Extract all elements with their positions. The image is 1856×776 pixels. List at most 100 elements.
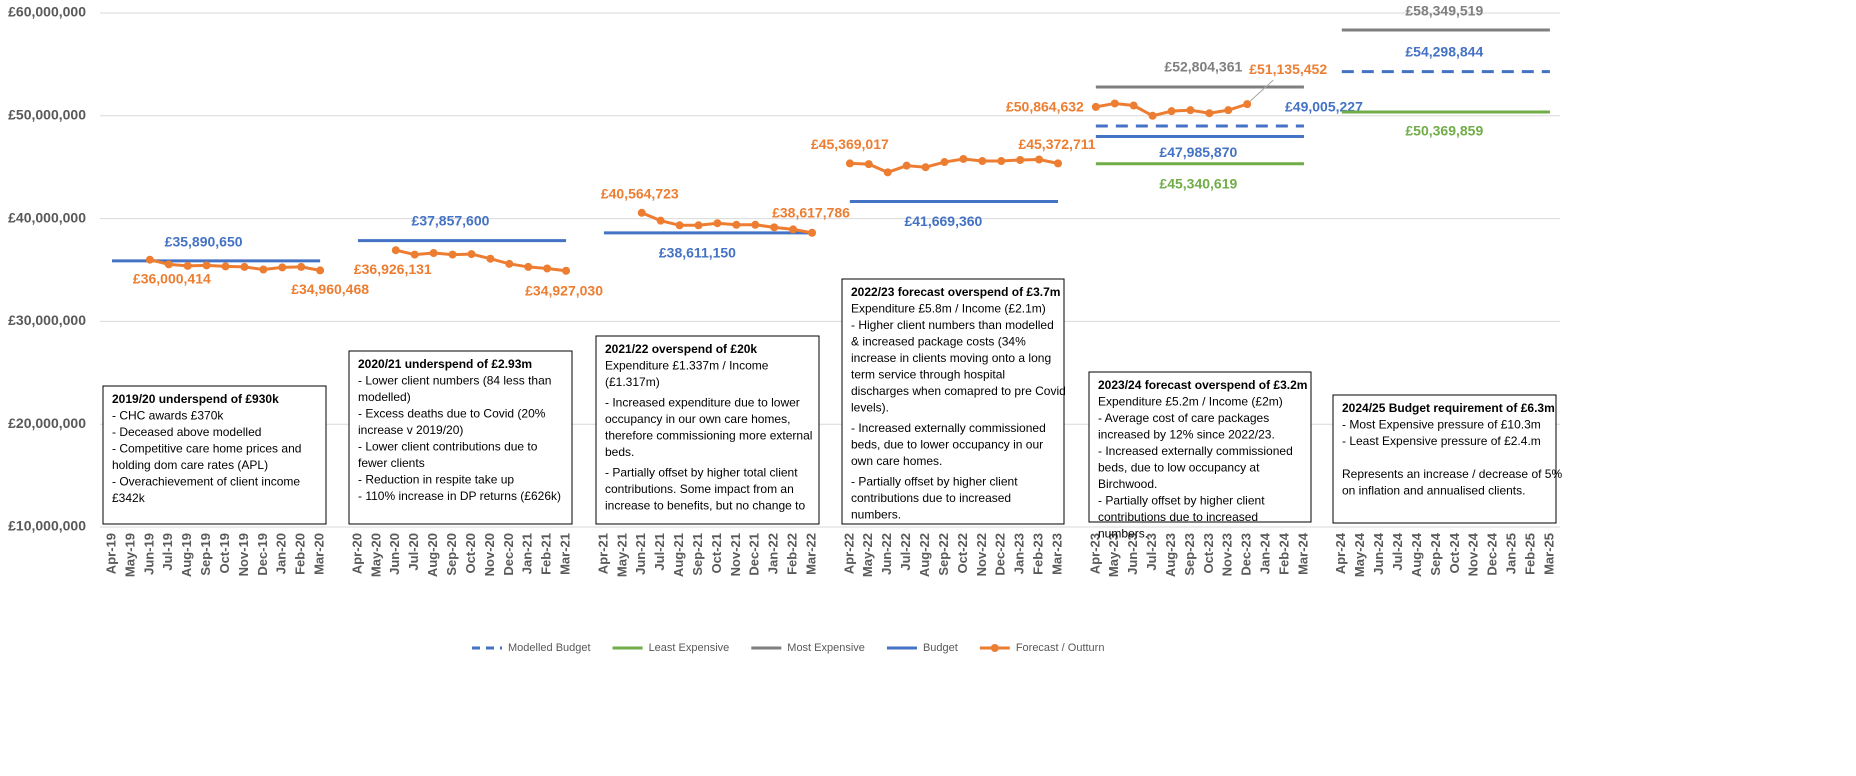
data-point	[675, 221, 684, 230]
legend-label: Budget	[923, 642, 958, 654]
data-point	[562, 266, 571, 275]
annotation-line: - Least Expensive pressure of £2.4.m	[1342, 434, 1541, 448]
data-point	[448, 250, 457, 259]
annotation-line: own care homes.	[851, 454, 942, 468]
data-point	[959, 154, 968, 163]
data-point	[505, 259, 514, 268]
annotation-line: increase to benefits, but no change to	[605, 499, 805, 513]
annotation-line: therefore commissioning more external	[605, 429, 812, 443]
x-tick-label: Apr-22	[841, 533, 856, 574]
x-tick-label: Mar-23	[1049, 533, 1064, 575]
annotation-line: (£1.317m)	[605, 375, 660, 389]
x-tick-label: Mar-20	[312, 533, 327, 575]
data-point	[278, 263, 287, 272]
data-point	[316, 266, 325, 275]
data-label: £51,135,452	[1249, 61, 1327, 77]
data-point	[883, 168, 892, 177]
x-tick-label: Dec-20	[501, 533, 516, 576]
annotation-line: - Lower client numbers (84 less than	[358, 374, 551, 388]
x-tick-label: Jul-22	[898, 533, 913, 571]
annotation-line: numbers.	[1098, 527, 1148, 541]
x-tick-label: Dec-24	[1485, 532, 1500, 575]
data-point	[1148, 111, 1157, 120]
x-tick-label: Jul-19	[160, 533, 175, 571]
data-point	[808, 228, 817, 237]
data-point	[1091, 102, 1100, 111]
x-tick-label: Jul-24	[1390, 532, 1405, 570]
x-tick-label: Jun-24	[1371, 532, 1386, 575]
data-point	[921, 163, 930, 172]
series-line	[149, 101, 1248, 273]
annotation-line: contributions due to increased	[851, 491, 1011, 505]
x-tick-label: Jun-21	[633, 533, 648, 575]
x-tick-label: Nov-24	[1466, 532, 1481, 576]
annotation-line: modelled)	[358, 390, 411, 404]
legend-item: Least Expensive	[612, 642, 730, 654]
annotation-title: 2019/20 underspend of £930k	[112, 392, 279, 406]
x-tick-label: Jun-20	[387, 533, 402, 575]
annotation-line: - Competitive care home prices and	[112, 442, 301, 456]
x-tick-label: Mar-24	[1295, 532, 1310, 575]
series-line	[1095, 70, 1550, 128]
x-tick-label: Nov-19	[236, 533, 251, 576]
data-point	[486, 254, 495, 263]
x-tick-label: May-23	[1106, 533, 1121, 577]
x-tick-label: May-24	[1352, 532, 1367, 577]
data-point	[845, 159, 854, 168]
data-point	[391, 246, 400, 255]
data-point	[656, 216, 665, 225]
y-tick-label: £30,000,000	[8, 312, 86, 328]
data-point	[751, 220, 760, 229]
legend-item: Forecast / Outturn	[979, 642, 1104, 654]
annotation-line: beds, due to lower occupancy in our	[851, 438, 1043, 452]
annotation-title: 2020/21 underspend of £2.93m	[358, 357, 532, 371]
x-tick-label: Mar-21	[558, 533, 573, 575]
annotation-line: numbers.	[851, 508, 901, 522]
x-tick-label: Oct-19	[217, 533, 232, 573]
y-tick-label: £60,000,000	[8, 4, 86, 20]
data-point	[864, 160, 873, 169]
annotation-line: - Increased externally commissioned	[851, 421, 1046, 435]
y-tick-label: £50,000,000	[8, 107, 86, 123]
x-tick-label: May-21	[614, 533, 629, 577]
annotation-line: Expenditure £5.2m / Income (£2m)	[1098, 395, 1283, 409]
annotation-box	[1332, 394, 1557, 524]
x-tick-label: Oct-20	[463, 533, 478, 573]
annotation-line: - Excess deaths due to Covid (20%	[358, 407, 546, 421]
x-tick-label: Jun-22	[879, 533, 894, 575]
data-point	[240, 262, 249, 271]
data-point	[429, 249, 438, 258]
x-tick-label: Aug-22	[917, 533, 932, 577]
annotation-line: increase v 2019/20)	[358, 423, 463, 437]
legend-item: Budget	[886, 642, 958, 654]
annotation: 2019/20 underspend of £930k - CHC awards …	[102, 385, 327, 525]
x-tick-label: May-22	[860, 533, 875, 577]
annotation-line: discharges when comapred to pre Covid	[851, 384, 1066, 398]
annotation-line: contributions. Some impact from an	[605, 482, 794, 496]
data-point	[410, 250, 419, 259]
legend-label: Most Expensive	[787, 642, 865, 654]
annotation-box	[841, 278, 1065, 525]
legend-label: Least Expensive	[649, 642, 730, 654]
data-point	[694, 221, 703, 230]
data-point	[1224, 106, 1233, 115]
data-point	[637, 208, 646, 217]
data-point	[1243, 100, 1252, 109]
data-label: £38,617,786	[772, 205, 850, 221]
x-tick-label: Jun-19	[141, 533, 156, 575]
data-label: £52,804,361	[1164, 59, 1242, 75]
annotation-line: - Lower client contributions due to	[358, 440, 538, 454]
data-point	[732, 220, 741, 229]
data-point	[1110, 99, 1119, 108]
data-label: £50,369,859	[1405, 123, 1483, 139]
data-label: £45,340,619	[1159, 175, 1237, 191]
annotation-line: increase in clients moving onto a long	[851, 351, 1051, 365]
x-tick-label: Jun-23	[1125, 533, 1140, 575]
x-tick-label: Feb-20	[293, 533, 308, 575]
data-point	[221, 262, 230, 271]
annotation-line: - Partially offset by higher total clien…	[605, 466, 798, 480]
legend-marker	[990, 644, 999, 652]
x-tick-label: Jan-25	[1504, 533, 1519, 574]
x-tick-label: Dec-23	[1239, 533, 1254, 576]
annotation-title: 2024/25 Budget requirement of £6.3m	[1342, 401, 1555, 415]
